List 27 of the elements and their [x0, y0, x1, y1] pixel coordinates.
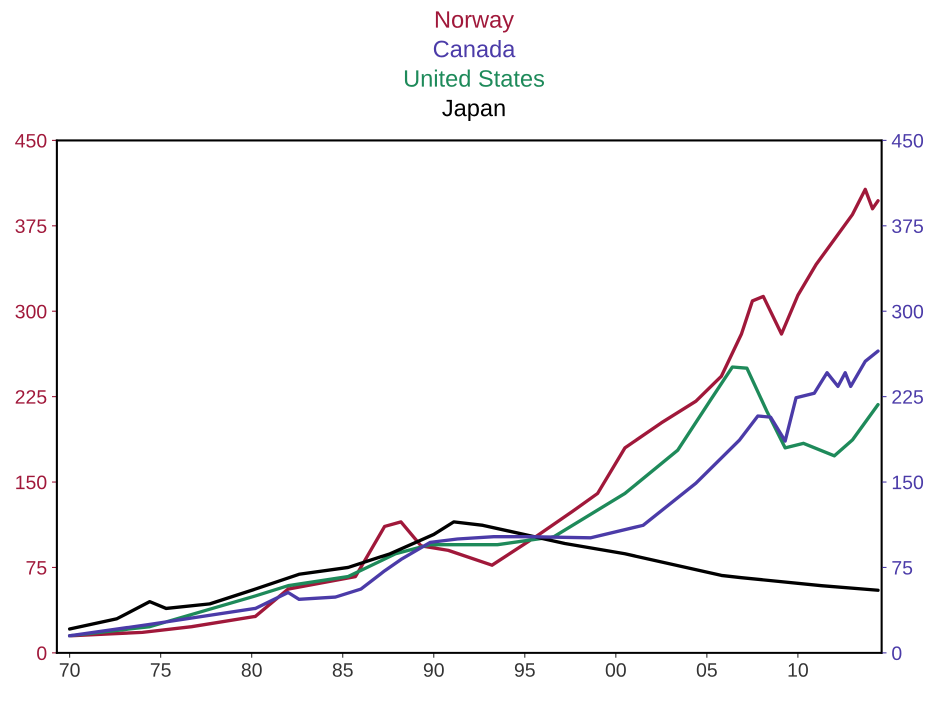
x-tick-label: 80 — [242, 663, 262, 677]
x-tick-label: 05 — [696, 663, 717, 677]
y-tick-label: 225 — [16, 390, 46, 404]
y-tick-label: 450 — [15, 134, 46, 148]
text: Japan — [442, 100, 505, 121]
text: Canada — [434, 40, 516, 58]
y2-tick-label: 225 — [892, 390, 923, 404]
x-tick-label: 90 — [424, 663, 444, 677]
text: United States — [404, 70, 544, 87]
y2-tick-label: 450 — [892, 134, 924, 148]
y2-tick-label: 75 — [892, 561, 912, 575]
x-tick-label: 75 — [150, 663, 171, 677]
y2-tick-label: 150 — [892, 476, 924, 490]
y-tick-label: 375 — [15, 219, 46, 234]
y2-tick-label: 300 — [892, 304, 924, 318]
y2-tick-label: 375 — [892, 219, 923, 234]
y-tick-label: 150 — [16, 476, 46, 490]
x-tick-label: 95 — [514, 663, 535, 677]
y2-tick-label: 0 — [892, 646, 902, 660]
x-tick-label: 70 — [60, 663, 80, 677]
x-tick-label: 85 — [332, 663, 353, 677]
text: Norway — [436, 11, 514, 33]
x-tick-label: 10 — [788, 663, 808, 677]
y-tick-label: 0 — [37, 646, 46, 660]
x-tick-label: 00 — [606, 663, 626, 677]
y-tick-label: 300 — [15, 304, 46, 318]
y-tick-label: 75 — [26, 561, 46, 575]
